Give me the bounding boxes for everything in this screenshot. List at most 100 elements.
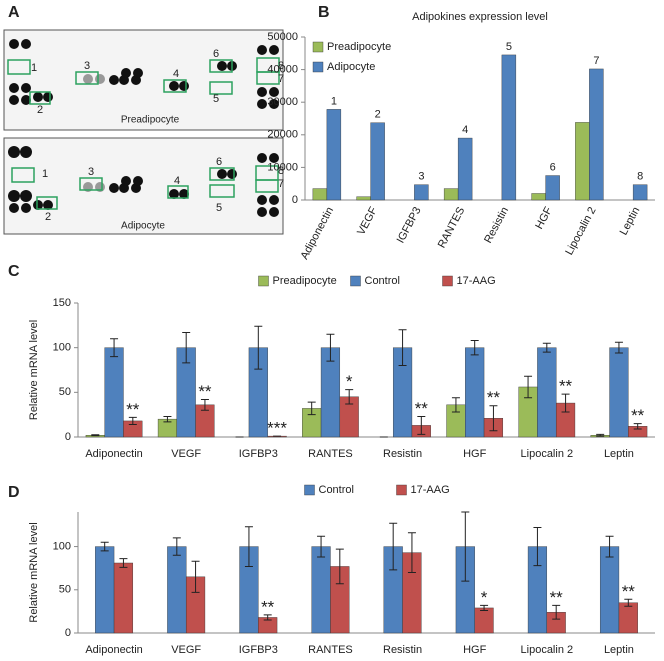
significance: * xyxy=(346,372,353,391)
blot-dot xyxy=(33,200,43,210)
blot-dot xyxy=(109,183,119,193)
blot-dot xyxy=(121,68,131,78)
spot-box xyxy=(255,165,279,181)
error-bar xyxy=(633,423,642,430)
x-tick-label: Leptin xyxy=(618,205,643,237)
significance: ** xyxy=(198,382,212,401)
error-bar xyxy=(244,526,253,567)
spot-label: 4 xyxy=(173,68,179,80)
significance: ** xyxy=(415,399,429,418)
blot-dot xyxy=(257,45,267,55)
blot-dot xyxy=(257,207,267,217)
error-bar xyxy=(624,598,633,607)
blot-dot xyxy=(9,83,19,93)
blot-dot xyxy=(8,146,20,158)
spot-box xyxy=(75,71,99,85)
legend-label: 17-AAG xyxy=(411,484,450,496)
spot-box xyxy=(11,167,35,183)
spot-label: 5 xyxy=(216,202,222,214)
bar xyxy=(618,602,638,634)
blot-dot xyxy=(179,189,189,199)
bar xyxy=(414,184,429,201)
x-tick-label: Adiponectin xyxy=(298,205,336,261)
spot-label: 7 xyxy=(278,178,284,190)
x-tick-label: Resistin xyxy=(383,448,422,460)
error-bar xyxy=(407,532,416,573)
bar xyxy=(609,347,629,438)
legend-swatch xyxy=(312,41,324,53)
blot-dot xyxy=(33,92,43,102)
blot-dot xyxy=(20,190,32,202)
blot-dot xyxy=(269,87,279,97)
legend-swatch xyxy=(312,61,324,73)
error-bar xyxy=(389,522,398,571)
y-tick-label: 50 xyxy=(59,386,71,398)
spot-label: 6 xyxy=(213,48,219,60)
blot-dot xyxy=(169,81,179,91)
y-tick-label: 0 xyxy=(65,431,71,443)
blot-panel xyxy=(3,29,284,235)
legend-swatch xyxy=(304,484,315,496)
x-tick-label: VEGF xyxy=(355,205,380,237)
legend-label: Control xyxy=(365,275,400,287)
blot-dot xyxy=(269,45,279,55)
error-bar xyxy=(110,338,119,358)
bar xyxy=(443,188,459,201)
blot-dot xyxy=(257,195,267,205)
y-tick-label: 100 xyxy=(53,342,71,354)
bar-annotation: 3 xyxy=(418,171,424,183)
x-tick-label: RANTES xyxy=(308,644,353,656)
blot-dot xyxy=(9,39,19,49)
error-bar xyxy=(307,401,316,416)
membrane xyxy=(3,137,284,235)
bar-annotation: 1 xyxy=(331,95,337,107)
bar xyxy=(370,122,385,201)
blot-dot xyxy=(109,75,119,85)
y-tick-label: 0 xyxy=(65,627,71,639)
legend-swatch xyxy=(396,484,407,496)
bar xyxy=(326,109,342,201)
x-tick-label: IGFBP3 xyxy=(239,448,278,460)
bar-annotation: 6 xyxy=(550,161,556,173)
blot-dot xyxy=(217,61,227,71)
error-bar xyxy=(489,405,498,432)
spot-label: 4 xyxy=(174,175,180,187)
blot-dot xyxy=(227,169,237,179)
bar xyxy=(457,137,473,201)
spot-label: 6 xyxy=(216,156,222,168)
y-axis-label: Relative mRNA level xyxy=(28,522,40,622)
error-bar xyxy=(398,329,407,367)
blot-dot xyxy=(95,74,105,84)
error-bar xyxy=(461,511,470,582)
spot-label: 5 xyxy=(213,93,219,105)
error-bar xyxy=(335,548,344,585)
x-tick-label: Lipocalin 2 xyxy=(521,644,574,656)
y-tick-label: 40000 xyxy=(267,64,298,76)
significance: ** xyxy=(559,377,573,396)
blot-dot xyxy=(20,146,32,158)
x-tick-label: VEGF xyxy=(171,448,201,460)
x-tick-label: Adiponectin xyxy=(85,448,143,460)
panel-label: D xyxy=(8,484,20,501)
spot-box xyxy=(163,79,187,93)
spot-label: 3 xyxy=(88,166,94,178)
x-tick-label: RANTES xyxy=(436,205,468,250)
error-bar xyxy=(345,389,354,405)
blot-dot xyxy=(269,153,279,163)
significance: *** xyxy=(267,419,287,438)
y-tick-label: 50 xyxy=(59,584,71,596)
x-tick-label: Resistin xyxy=(383,644,422,656)
error-bar xyxy=(451,397,460,413)
spot-box xyxy=(256,57,280,73)
significance: ** xyxy=(487,388,501,407)
spot-box xyxy=(209,184,235,198)
blot-dot xyxy=(217,169,227,179)
spot-box xyxy=(7,59,31,75)
blot-dot xyxy=(83,74,93,84)
spot-box xyxy=(167,185,189,199)
membrane-label: Adipocyte xyxy=(121,221,165,232)
error-bar xyxy=(263,614,272,621)
error-bar xyxy=(163,415,172,423)
x-tick-label: Leptin xyxy=(604,448,634,460)
